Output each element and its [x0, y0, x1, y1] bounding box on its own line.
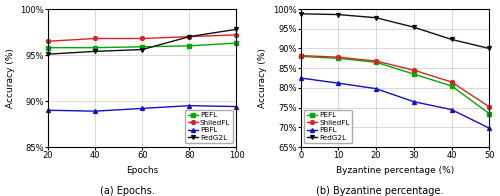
- PEFL: [92, 46, 98, 49]
- Line: PBFL: PBFL: [299, 76, 491, 130]
- FedG2L: [186, 35, 192, 38]
- PBFL: [140, 107, 145, 110]
- PBFL: [373, 88, 379, 90]
- Line: ShiledFL: ShiledFL: [46, 33, 238, 43]
- ShiledFL: [92, 37, 98, 40]
- PEFL: [373, 61, 379, 64]
- Text: (b) Byzantine percentage.: (b) Byzantine percentage.: [316, 186, 444, 196]
- ShiledFL: [45, 40, 51, 42]
- PBFL: [448, 108, 454, 111]
- ShiledFL: [411, 69, 417, 71]
- PEFL: [411, 73, 417, 75]
- PEFL: [45, 46, 51, 49]
- PEFL: [336, 57, 342, 60]
- PEFL: [234, 42, 239, 44]
- Line: FedG2L: FedG2L: [299, 12, 491, 50]
- PEFL: [298, 55, 304, 58]
- ShiledFL: [336, 56, 342, 58]
- FedG2L: [336, 13, 342, 16]
- FedG2L: [486, 47, 492, 50]
- PBFL: [186, 104, 192, 107]
- PBFL: [486, 127, 492, 129]
- FedG2L: [448, 38, 454, 41]
- PBFL: [411, 101, 417, 103]
- ShiledFL: [373, 60, 379, 62]
- X-axis label: Epochs: Epochs: [126, 166, 158, 175]
- FedG2L: [373, 16, 379, 19]
- ShiledFL: [140, 37, 145, 40]
- Line: PEFL: PEFL: [46, 41, 238, 50]
- FedG2L: [298, 13, 304, 15]
- Line: PBFL: PBFL: [46, 104, 238, 113]
- ShiledFL: [298, 54, 304, 57]
- Line: FedG2L: FedG2L: [46, 27, 238, 56]
- X-axis label: Byzantine percentage (%): Byzantine percentage (%): [336, 166, 454, 175]
- PBFL: [45, 109, 51, 111]
- ShiledFL: [448, 81, 454, 83]
- Line: ShiledFL: ShiledFL: [299, 54, 491, 109]
- FedG2L: [45, 53, 51, 55]
- PEFL: [448, 85, 454, 87]
- PEFL: [186, 45, 192, 47]
- Y-axis label: Accuracy (%): Accuracy (%): [258, 48, 268, 108]
- FedG2L: [140, 48, 145, 51]
- Legend: PEFL, ShiledFL, PBFL, FedG2L: PEFL, ShiledFL, PBFL, FedG2L: [185, 110, 233, 143]
- ShiledFL: [234, 34, 239, 36]
- PBFL: [92, 110, 98, 112]
- Text: (a) Epochs.: (a) Epochs.: [100, 186, 155, 196]
- ShiledFL: [186, 35, 192, 38]
- Line: PEFL: PEFL: [299, 54, 491, 115]
- ShiledFL: [486, 106, 492, 108]
- PEFL: [486, 112, 492, 115]
- PBFL: [234, 105, 239, 108]
- Y-axis label: Accuracy (%): Accuracy (%): [6, 48, 15, 108]
- FedG2L: [411, 26, 417, 28]
- PBFL: [336, 82, 342, 84]
- FedG2L: [92, 50, 98, 53]
- Legend: PEFL, ShiledFL, PBFL, FedG2L: PEFL, ShiledFL, PBFL, FedG2L: [304, 110, 352, 143]
- PBFL: [298, 77, 304, 79]
- PEFL: [140, 46, 145, 48]
- FedG2L: [234, 28, 239, 30]
